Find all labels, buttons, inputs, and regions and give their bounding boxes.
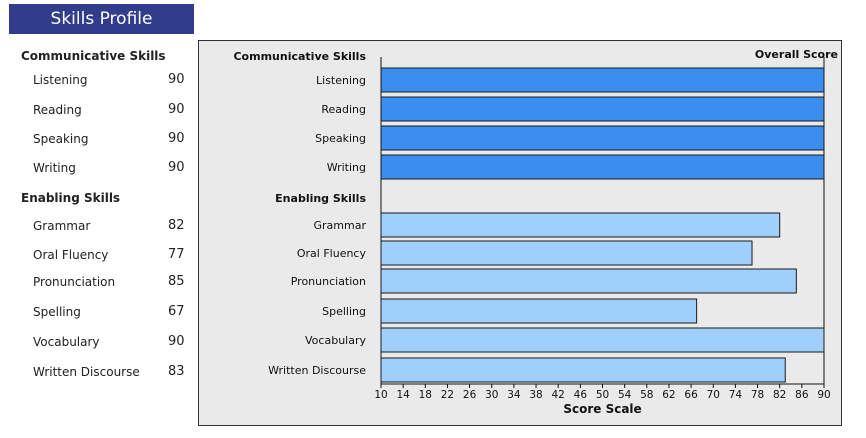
chart-bar — [380, 298, 698, 324]
chart-category-label: Oral Fluency — [297, 247, 367, 260]
chart-group-label: Communicative Skills — [233, 50, 366, 63]
x-tick-label: 46 — [574, 389, 588, 401]
chart-category-label: Speaking — [315, 132, 366, 145]
skill-score: 90 — [168, 72, 185, 87]
chart-bar — [380, 154, 825, 180]
chart-category-label: Listening — [316, 74, 366, 87]
chart-bar — [380, 327, 825, 353]
skill-label: Oral Fluency — [33, 248, 109, 262]
skill-label: Listening — [33, 73, 88, 87]
skill-score: 67 — [168, 304, 185, 319]
skill-label: Pronunciation — [33, 275, 116, 289]
skill-label: Vocabulary — [33, 335, 100, 349]
x-tick-label: 18 — [419, 389, 432, 401]
chart-category-label: Grammar — [314, 219, 367, 232]
x-tick-label: 54 — [618, 389, 632, 401]
x-tick-label: 10 — [374, 389, 387, 401]
group-heading-enabling: Enabling Skills — [21, 191, 121, 205]
chart-category-label: Vocabulary — [305, 334, 366, 347]
skill-label: Written Discourse — [33, 365, 140, 379]
skill-score: 82 — [168, 218, 185, 233]
chart-group-label: Enabling Skills — [275, 192, 366, 205]
x-tick-label: 22 — [441, 389, 454, 401]
x-tick-label: 14 — [396, 389, 410, 401]
x-tick-label: 82 — [773, 389, 786, 401]
chart-bar — [380, 67, 825, 93]
x-tick-label: 78 — [751, 389, 764, 401]
chart-category-label: Writing — [327, 161, 366, 174]
skill-score: 90 — [168, 160, 185, 175]
chart-bar — [380, 212, 781, 238]
x-tick-label: 30 — [485, 389, 498, 401]
skill-score: 90 — [168, 102, 185, 117]
x-tick-label: 66 — [684, 389, 698, 401]
x-tick-label: 38 — [529, 389, 542, 401]
x-tick-label: 90 — [817, 389, 830, 401]
x-tick-label: 86 — [795, 389, 809, 401]
chart-bar — [380, 125, 825, 151]
skill-score: 90 — [168, 334, 185, 349]
x-tick-label: 34 — [507, 389, 521, 401]
chart-category-label: Written Discourse — [268, 364, 366, 377]
skill-score: 85 — [168, 274, 185, 289]
skill-label: Writing — [33, 161, 76, 175]
x-tick-label: 42 — [552, 389, 565, 401]
skill-score: 90 — [168, 131, 185, 146]
chart-bar — [380, 240, 753, 266]
skill-label: Reading — [33, 103, 82, 117]
skill-label: Spelling — [33, 305, 81, 319]
x-tick-label: 50 — [596, 389, 609, 401]
chart-category-label: Pronunciation — [291, 275, 366, 288]
x-tick-label: 70 — [707, 389, 720, 401]
page-title: Skills Profile — [9, 4, 194, 34]
x-tick-label: 74 — [729, 389, 743, 401]
chart-category-label: Reading — [321, 103, 366, 116]
x-axis-title: Score Scale — [563, 402, 641, 416]
skill-label: Speaking — [33, 132, 89, 146]
x-tick-label: 58 — [640, 389, 653, 401]
chart-bar — [380, 96, 825, 122]
skill-label: Grammar — [33, 219, 91, 233]
x-tick-label: 62 — [662, 389, 675, 401]
group-heading-communicative: Communicative Skills — [21, 49, 166, 63]
chart-title: Overall Score — [755, 48, 838, 61]
skill-score: 77 — [168, 247, 185, 262]
x-tick-label: 26 — [463, 389, 477, 401]
chart-bar — [380, 268, 797, 294]
skill-score: 83 — [168, 364, 185, 379]
chart-category-label: Spelling — [322, 305, 366, 318]
chart-bar — [380, 357, 786, 383]
